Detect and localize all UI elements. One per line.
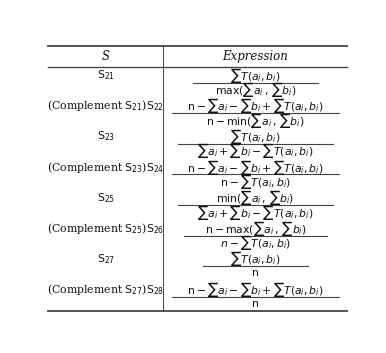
Text: $\mathrm{n}$: $\mathrm{n}$ — [251, 268, 259, 278]
Text: $\sum a_i + \sum b_i - \sum T(a_i, b_i)$: $\sum a_i + \sum b_i - \sum T(a_i, b_i)$ — [197, 203, 313, 222]
Text: $\mathrm{n} - \sum a_i - \sum b_i + \sum T(a_i, b_i)$: $\mathrm{n} - \sum a_i - \sum b_i + \sum… — [187, 96, 324, 115]
Text: (Complement $\mathrm{S}_{25}$)$\mathrm{S}_{26}$: (Complement $\mathrm{S}_{25}$)$\mathrm{S… — [47, 221, 164, 236]
Text: $\mathrm{n} - \sum a_i - \sum b_i + \sum T(a_i, b_i)$: $\mathrm{n} - \sum a_i - \sum b_i + \sum… — [187, 280, 324, 299]
Text: $\mathrm{n} - \sum T(a_i, b_i)$: $\mathrm{n} - \sum T(a_i, b_i)$ — [220, 172, 291, 191]
Text: (Complement $\mathrm{S}_{23}$)$\mathrm{S}_{24}$: (Complement $\mathrm{S}_{23}$)$\mathrm{S… — [47, 160, 164, 175]
Text: $\sum T(a_i, b_i)$: $\sum T(a_i, b_i)$ — [230, 249, 281, 268]
Text: $\mathrm{S}_{27}$: $\mathrm{S}_{27}$ — [97, 252, 115, 266]
Text: $\mathrm{n}$: $\mathrm{n}$ — [251, 299, 259, 309]
Text: Expression: Expression — [222, 50, 288, 63]
Text: $n - \sum T(a_i, b_i)$: $n - \sum T(a_i, b_i)$ — [220, 233, 291, 252]
Text: $\mathrm{n} - \mathrm{max}(\sum a_i\,,\, \sum b_i)$: $\mathrm{n} - \mathrm{max}(\sum a_i\,,\,… — [205, 219, 306, 238]
Text: $\mathrm{S}_{25}$: $\mathrm{S}_{25}$ — [97, 191, 115, 205]
Text: $\sum a_i + \sum b_i - \sum T(a_i, b_i)$: $\sum a_i + \sum b_i - \sum T(a_i, b_i)$ — [197, 142, 313, 160]
Text: S: S — [102, 50, 110, 63]
Text: $\mathrm{S}_{23}$: $\mathrm{S}_{23}$ — [97, 130, 115, 143]
Text: $\mathrm{max}(\sum a_i\,,\, \sum b_i)$: $\mathrm{max}(\sum a_i\,,\, \sum b_i)$ — [215, 80, 296, 99]
Text: $\mathrm{n} - \mathrm{min}(\sum a_i\,,\, \sum b_i)$: $\mathrm{n} - \mathrm{min}(\sum a_i\,,\,… — [206, 111, 305, 130]
Text: $\mathrm{n} - \sum a_i - \sum b_i + \sum T(a_i, b_i)$: $\mathrm{n} - \sum a_i - \sum b_i + \sum… — [187, 158, 324, 176]
Text: $\sum T(a_i, b_i)$: $\sum T(a_i, b_i)$ — [230, 127, 281, 146]
Text: (Complement $\mathrm{S}_{27}$)$\mathrm{S}_{28}$: (Complement $\mathrm{S}_{27}$)$\mathrm{S… — [47, 282, 164, 297]
Text: (Complement $\mathrm{S}_{21}$)$\mathrm{S}_{22}$: (Complement $\mathrm{S}_{21}$)$\mathrm{S… — [47, 98, 164, 113]
Text: $\mathrm{min}(\sum a_i\,,\, \sum b_i)$: $\mathrm{min}(\sum a_i\,,\, \sum b_i)$ — [216, 188, 295, 207]
Text: $\mathrm{S}_{21}$: $\mathrm{S}_{21}$ — [97, 68, 115, 82]
Text: $\sum T(a_i, b_i)$: $\sum T(a_i, b_i)$ — [230, 66, 281, 85]
